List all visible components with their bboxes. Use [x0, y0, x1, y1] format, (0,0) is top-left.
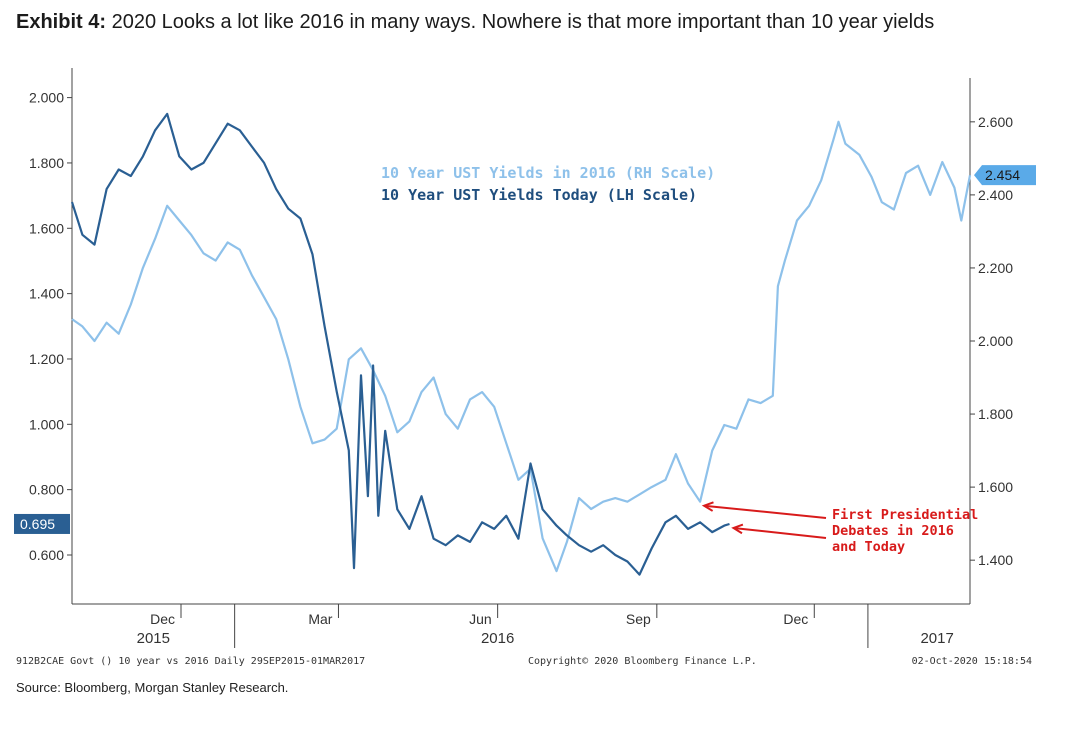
right-tick-label: 1.800: [978, 406, 1013, 422]
last-today-badge: [14, 513, 70, 534]
year-label: 2017: [920, 630, 953, 647]
annotation-line-2: Debates in 2016: [832, 523, 954, 539]
exhibit-title: Exhibit 4: 2020 Looks a lot like 2016 in…: [16, 8, 1056, 36]
left-tick-label: 1.200: [29, 351, 64, 367]
year-label: 2016: [481, 630, 514, 647]
left-tick-label: 1.800: [29, 155, 64, 171]
annotation-line-3: and Today: [832, 539, 905, 555]
yields-chart: 0.600 0.800 1.000 1.200 1.400 1.600 1.800 2.000…: [14, 68, 1036, 667]
year-label: 2015: [137, 630, 170, 647]
debate-annotation: First Presidential Debates in 2016 and T…: [701, 501, 978, 555]
legend-2016: 10 Year UST Yields in 2016 (RH Scale): [381, 164, 715, 182]
left-tick-label: 1.600: [29, 220, 64, 236]
footer-center: Copyright© 2020 Bloomberg Finance L.P.: [528, 656, 757, 667]
right-tick-label: 2.200: [978, 260, 1013, 276]
series-2016-line: [71, 120, 972, 573]
right-tick-label: 2.400: [978, 187, 1013, 203]
annotation-arrow-2016: [703, 504, 827, 519]
last-value-badges: 0.695 2.454: [14, 165, 1036, 534]
annotation-arrow-2016-head: [701, 501, 714, 512]
source-note: Source: Bloomberg, Morgan Stanley Resear…: [16, 680, 289, 695]
footer-left: 912B2CAE Govt () 10 year vs 2016 Daily 2…: [16, 656, 365, 667]
x-tick-label: Sep: [626, 611, 651, 627]
last-2016-badge: [974, 165, 1036, 186]
right-tick-label: 2.600: [978, 114, 1013, 130]
x-axis: Dec Mar Jun Sep Dec 2015 2016 2017: [137, 604, 954, 648]
right-axis: 1.400 1.600 1.800 2.000 2.200 2.400 2.600: [970, 114, 1013, 568]
legend-today: 10 Year UST Yields Today (LH Scale): [381, 186, 697, 204]
series-today-line: [70, 112, 730, 576]
right-tick-label: 1.400: [978, 552, 1013, 568]
x-tick-label: Dec: [783, 611, 808, 627]
last-2016-badge-label: 2.454: [985, 167, 1020, 183]
left-tick-label: 0.600: [29, 547, 64, 563]
exhibit-label: Exhibit 4:: [16, 11, 107, 33]
annotation-arrow-today-head: [731, 523, 744, 535]
exhibit-title-text: 2020 Looks a lot like 2016 in many ways.…: [111, 11, 935, 33]
x-tick-label: Dec: [150, 611, 175, 627]
x-tick-label: Jun: [469, 611, 492, 627]
left-tick-label: 1.000: [29, 416, 64, 432]
left-tick-label: 2.000: [29, 90, 64, 106]
annotation-line-1: First Presidential: [832, 507, 978, 523]
left-tick-label: 0.800: [29, 482, 64, 498]
right-tick-label: 1.600: [978, 479, 1013, 495]
left-tick-label: 1.400: [29, 286, 64, 302]
right-tick-label: 2.000: [978, 333, 1013, 349]
left-axis: 0.600 0.800 1.000 1.200 1.400 1.600 1.800 2.000: [29, 90, 72, 563]
annotation-arrow-today: [733, 526, 827, 539]
x-tick-label: Mar: [308, 611, 332, 627]
series-layer: [70, 112, 972, 576]
last-today-badge-label: 0.695: [20, 516, 55, 532]
footer-right: 02-Oct-2020 15:18:54: [912, 656, 1032, 667]
